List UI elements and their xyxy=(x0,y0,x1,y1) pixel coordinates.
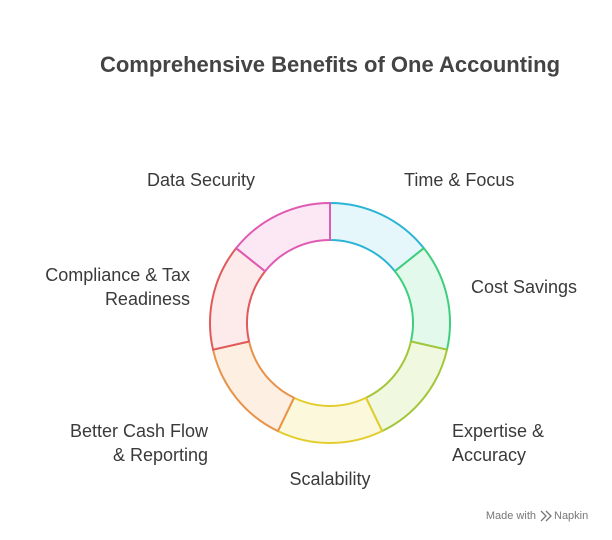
footer-made-with: Made with xyxy=(486,510,536,522)
segment-label-line: Scalability xyxy=(289,469,370,489)
segment-label: Compliance & Tax Readiness xyxy=(45,265,190,309)
segment-label: Expertise & Accuracy xyxy=(452,421,544,465)
segment-label-line: Cost Savings xyxy=(471,277,577,297)
segment-label: Data Security xyxy=(147,170,255,190)
ring xyxy=(209,202,451,444)
segment-label-line: Readiness xyxy=(105,289,190,309)
segment-label-line: Better Cash Flow xyxy=(70,421,209,441)
segment-label-line: Expertise & xyxy=(452,421,544,441)
segment-label-line: Accuracy xyxy=(452,445,526,465)
segment-label-line: & Reporting xyxy=(113,445,208,465)
ring-segment xyxy=(276,396,384,444)
ring-segment xyxy=(365,340,448,433)
ring-segment xyxy=(235,202,331,273)
segment-label: Cost Savings xyxy=(471,277,577,297)
segment-label: Scalability xyxy=(289,469,370,489)
footer-brand: Napkin xyxy=(554,510,588,522)
ring-segment xyxy=(212,340,295,433)
segment-label-line: Compliance & Tax xyxy=(45,265,190,285)
segment-label: Time & Focus xyxy=(404,170,514,190)
segment-label-line: Time & Focus xyxy=(404,170,514,190)
ring-segment xyxy=(393,247,451,351)
title: Comprehensive Benefits of One Accounting xyxy=(100,52,560,77)
napkin-icon xyxy=(540,510,552,522)
footer: Made with Napkin xyxy=(486,510,588,522)
segment-label: Better Cash Flow & Reporting xyxy=(70,421,209,465)
segment-label-line: Data Security xyxy=(147,170,255,190)
